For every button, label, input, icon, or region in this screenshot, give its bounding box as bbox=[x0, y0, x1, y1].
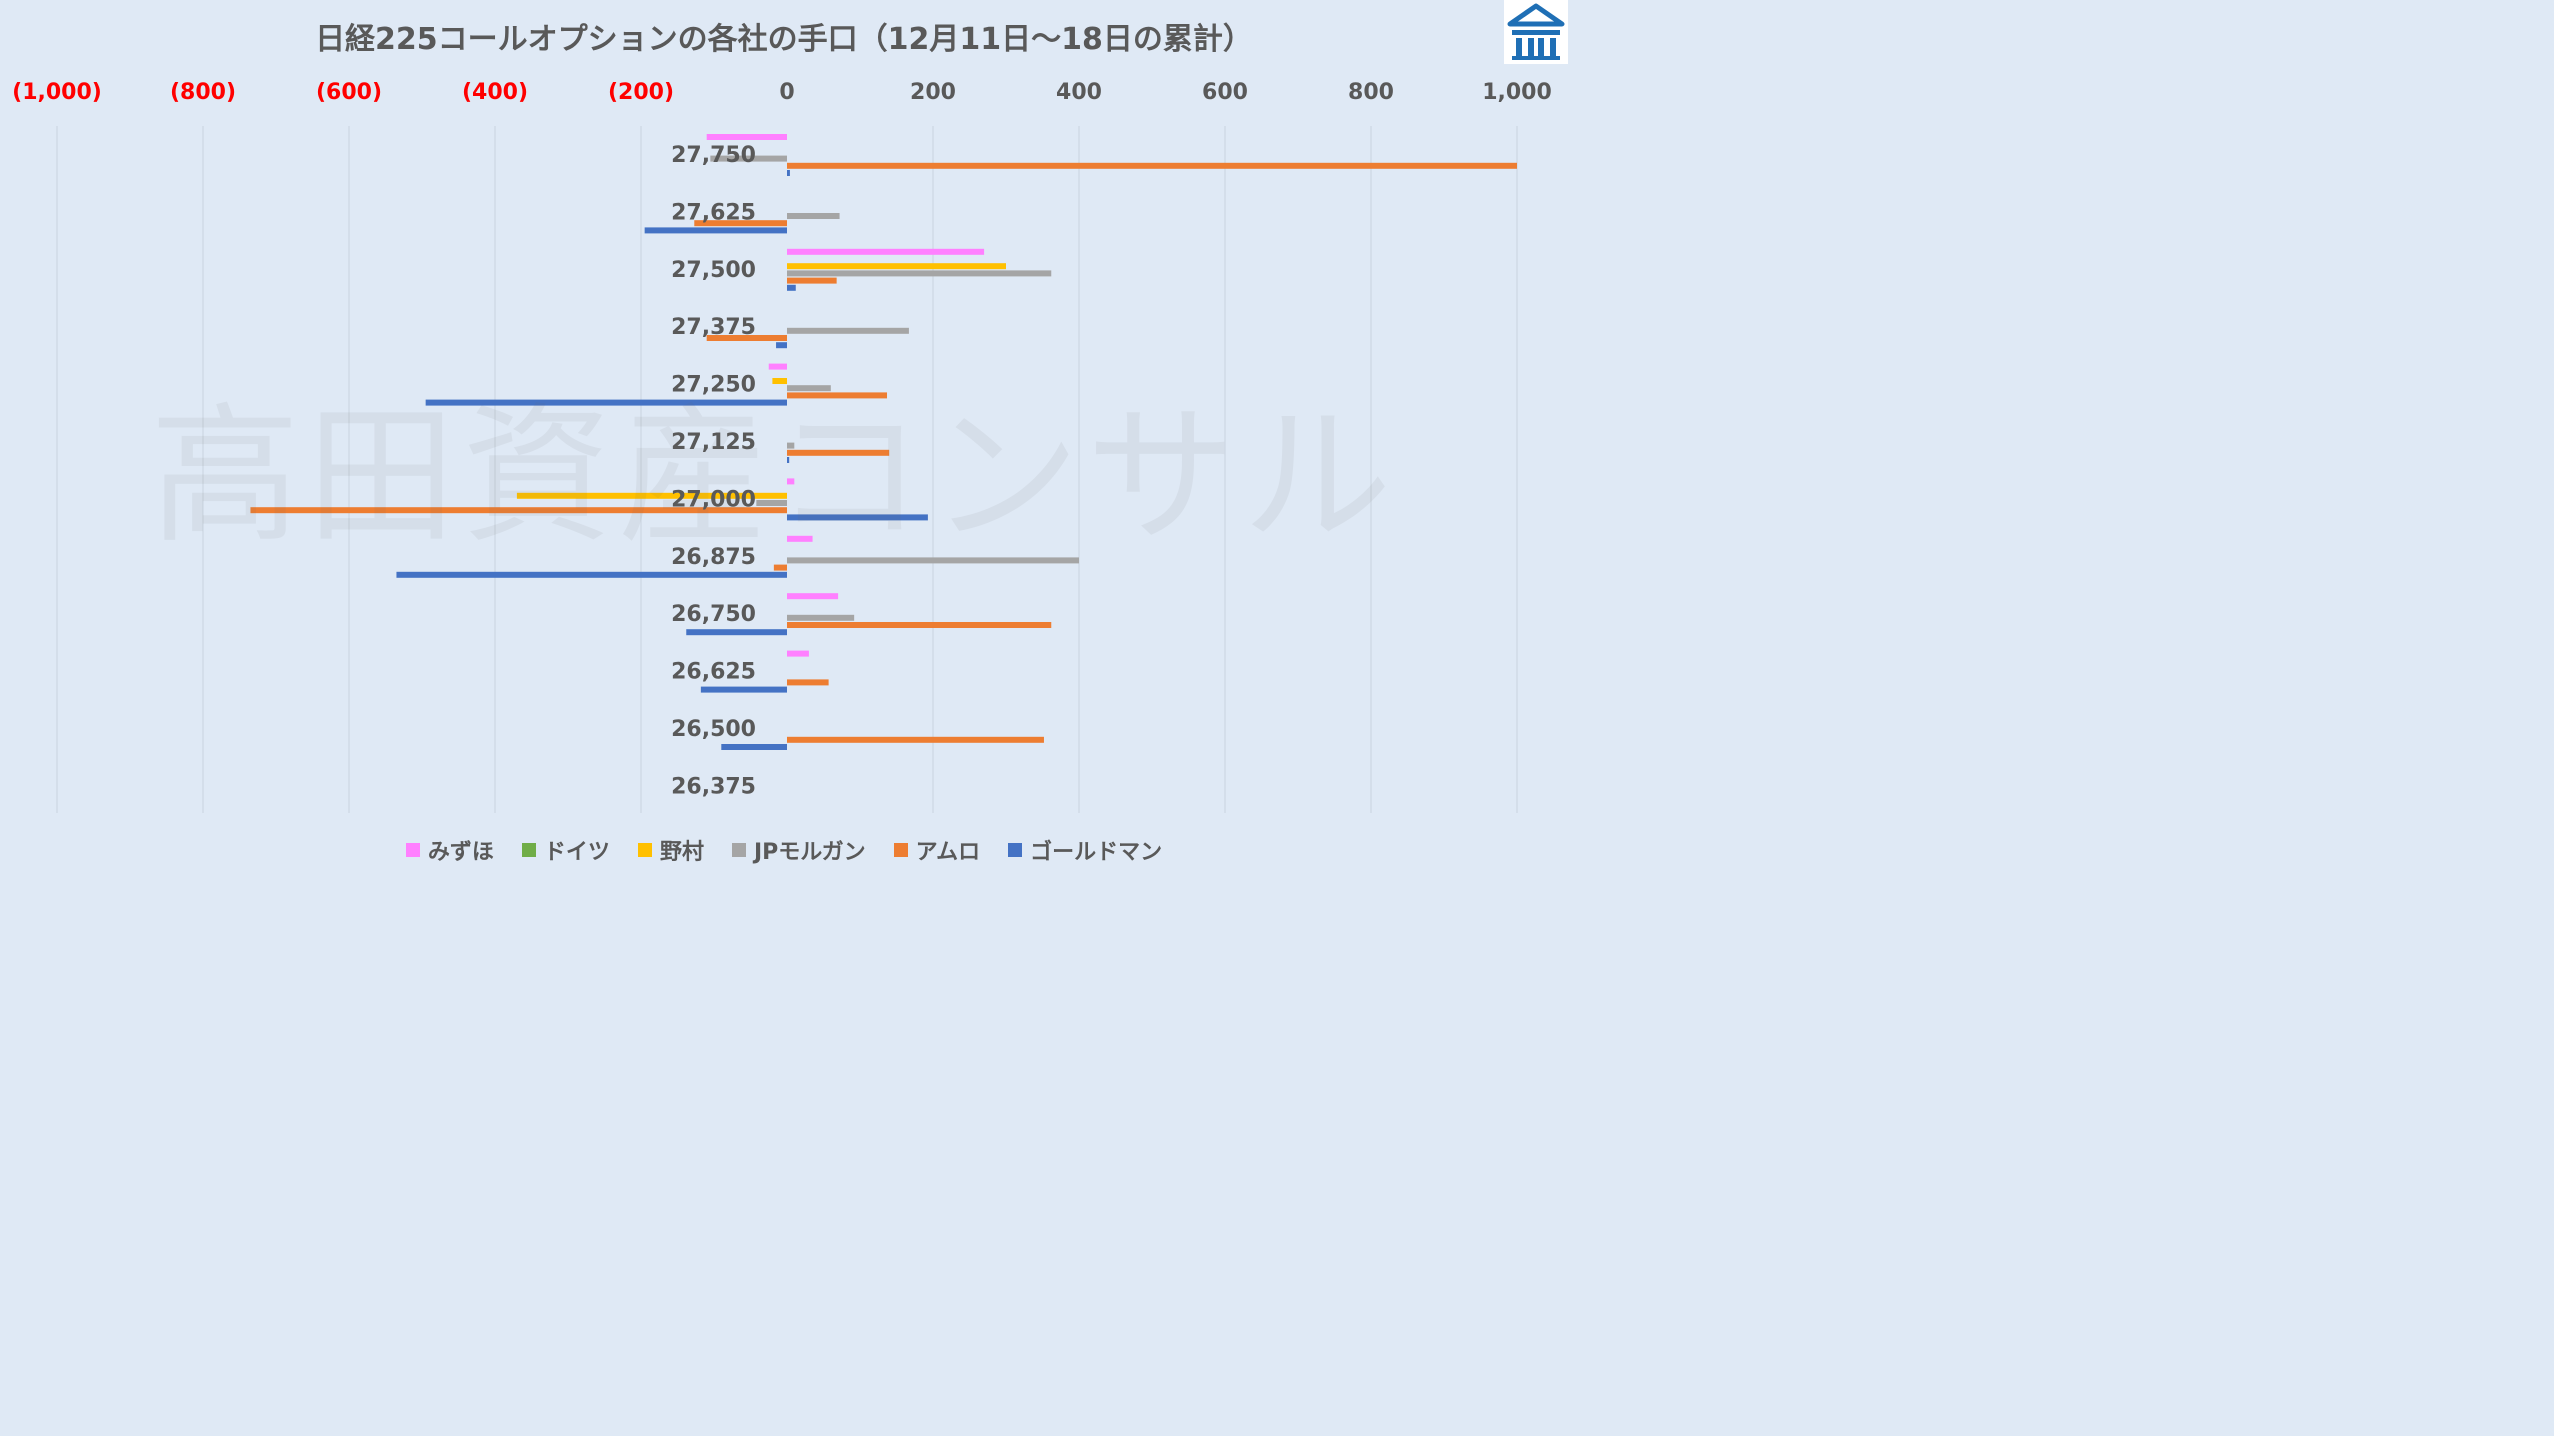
category-label: 27,375 bbox=[671, 315, 756, 340]
bar-4-6 bbox=[250, 507, 787, 514]
x-tick-label: (400) bbox=[462, 80, 528, 105]
category-label: 26,750 bbox=[671, 602, 756, 627]
bar-2-6 bbox=[516, 492, 787, 499]
bar-4-1 bbox=[694, 220, 787, 227]
bar-0-8 bbox=[787, 593, 839, 600]
bar-5-0 bbox=[787, 170, 790, 176]
chart-title: 日経225コールオプションの各社の手口（12月11日～18日の累計） bbox=[315, 22, 1253, 57]
x-tick-label: 600 bbox=[1202, 80, 1248, 105]
category-label: 26,625 bbox=[671, 660, 756, 685]
bar-4-5 bbox=[787, 449, 890, 456]
bar-3-3 bbox=[787, 327, 909, 334]
bar-4-8 bbox=[787, 622, 1052, 628]
bar-2-4 bbox=[772, 378, 787, 384]
bar-3-5 bbox=[787, 442, 795, 449]
legend-item: ゴールドマン bbox=[1008, 834, 1162, 866]
bar-4-3 bbox=[706, 335, 787, 341]
bar-5-5 bbox=[787, 457, 790, 463]
legend-item: ドイツ bbox=[521, 834, 610, 866]
category-label: 27,125 bbox=[671, 430, 756, 455]
legend-label: アムロ bbox=[915, 840, 981, 865]
bar-3-6 bbox=[756, 500, 787, 506]
bar-5-9 bbox=[700, 686, 787, 693]
bar-3-8 bbox=[787, 614, 855, 621]
bar-4-7 bbox=[773, 564, 787, 571]
x-tick-label: 0 bbox=[779, 80, 794, 105]
legend-item: みずほ bbox=[405, 834, 494, 866]
category-label: 26,500 bbox=[671, 717, 756, 742]
bar-0-2 bbox=[787, 248, 985, 255]
bar-5-2 bbox=[787, 284, 796, 291]
bar-3-7 bbox=[787, 557, 1079, 564]
bar-0-6 bbox=[787, 478, 795, 485]
bar-5-8 bbox=[686, 629, 787, 636]
legend-label: ゴールドマン bbox=[1030, 840, 1163, 865]
legend-label: JPモルガン bbox=[753, 840, 866, 865]
x-tick-label: (600) bbox=[316, 80, 382, 105]
bar-5-1 bbox=[644, 227, 787, 234]
logo-icon bbox=[1504, 0, 1568, 64]
x-tick-label: 1,000 bbox=[1482, 80, 1552, 105]
legend-label: みずほ bbox=[427, 840, 494, 865]
legend-label: ドイツ bbox=[543, 840, 610, 865]
legend-swatch bbox=[405, 843, 420, 857]
category-label: 27,500 bbox=[671, 258, 756, 283]
category-label: 27,750 bbox=[671, 143, 756, 168]
legend-item: JPモルガン bbox=[731, 834, 866, 866]
x-tick-label: (200) bbox=[608, 80, 674, 105]
legend: みずほ ドイツ 野村 JPモルガン アムロ ゴールドマン bbox=[0, 834, 1568, 866]
bar-3-2 bbox=[787, 270, 1052, 277]
legend-swatch bbox=[893, 843, 908, 857]
category-labels: 27,750 27,625 27,500 27,375 27,250 27,125 27,0… bbox=[671, 143, 756, 799]
legend-item: アムロ bbox=[893, 834, 981, 866]
bar-0-0 bbox=[706, 134, 787, 140]
x-tick-label: 400 bbox=[1056, 80, 1102, 105]
bar-3-0 bbox=[710, 155, 787, 162]
bar-4-4 bbox=[787, 392, 888, 399]
legend-swatch bbox=[521, 843, 536, 857]
legend-swatch bbox=[731, 843, 746, 857]
category-label: 27,625 bbox=[671, 200, 756, 225]
x-tick-label: 800 bbox=[1348, 80, 1394, 105]
bars bbox=[250, 134, 1517, 750]
legend-swatch bbox=[637, 843, 652, 857]
legend-item: 野村 bbox=[637, 834, 704, 866]
bar-0-7 bbox=[787, 535, 813, 542]
bar-3-1 bbox=[787, 213, 840, 219]
bar-4-9 bbox=[787, 679, 829, 686]
bar-5-7 bbox=[396, 571, 787, 578]
bar-5-3 bbox=[776, 342, 787, 349]
bar-4-0 bbox=[787, 162, 1517, 169]
legend-swatch bbox=[1008, 843, 1023, 857]
legend-label: 野村 bbox=[659, 840, 704, 865]
category-label: 26,875 bbox=[671, 545, 756, 570]
category-label: 27,250 bbox=[671, 373, 756, 398]
bar-4-2 bbox=[787, 277, 837, 284]
category-label: 27,000 bbox=[671, 487, 756, 512]
x-tick-label: (1,000) bbox=[12, 80, 102, 105]
gridlines bbox=[56, 126, 1518, 813]
x-tick-label: (800) bbox=[170, 80, 236, 105]
bar-0-9 bbox=[787, 650, 809, 657]
x-tick-label: 200 bbox=[910, 80, 956, 105]
bar-5-10 bbox=[721, 744, 787, 750]
bar-2-2 bbox=[787, 263, 1006, 270]
bar-0-4 bbox=[768, 363, 787, 370]
bar-5-4 bbox=[425, 399, 787, 406]
bar-3-4 bbox=[787, 385, 831, 392]
bar-5-6 bbox=[787, 514, 928, 521]
bar-chart: (1,000) (800) (600) (400) (200) 0 200 400 600 800… bbox=[12, 80, 1552, 813]
bar-4-10 bbox=[787, 736, 1044, 743]
x-tick-labels: (1,000) (800) (600) (400) (200) 0 200 400 600 800… bbox=[12, 80, 1552, 105]
category-label: 26,375 bbox=[671, 774, 756, 799]
